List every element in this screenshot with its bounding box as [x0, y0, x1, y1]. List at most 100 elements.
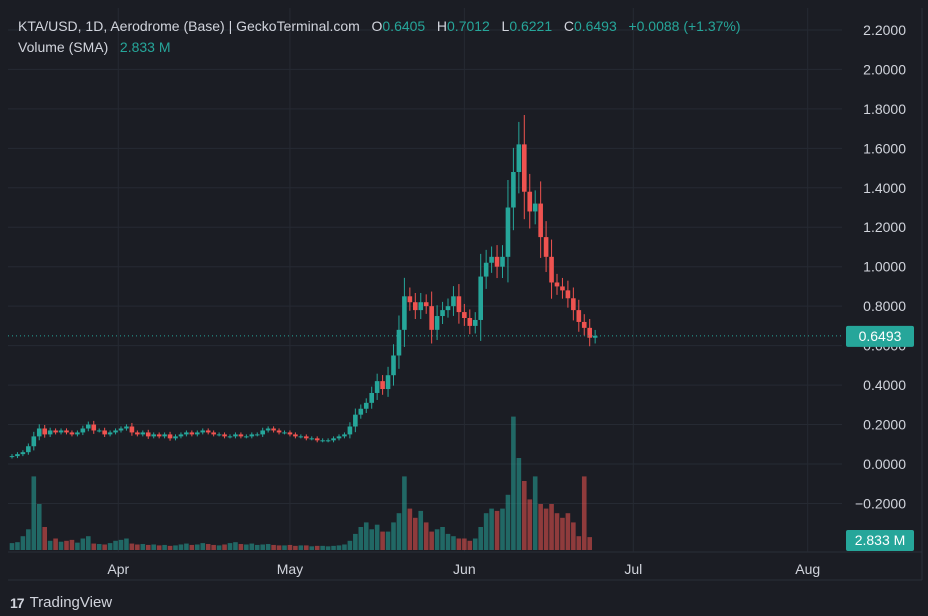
volume-bar — [418, 510, 424, 550]
volume-bar — [75, 542, 80, 550]
volume-label[interactable]: Volume (SMA) — [18, 39, 109, 55]
tradingview-brand[interactable]: 17 TradingView — [10, 594, 112, 611]
candle-body — [227, 436, 233, 438]
candle-body — [374, 381, 380, 393]
volume-bar — [451, 536, 456, 550]
candle-body — [363, 402, 369, 409]
candle-body — [293, 434, 298, 437]
volume-bar — [538, 504, 543, 550]
volume-bar — [227, 543, 233, 550]
candle-body — [260, 430, 265, 435]
volume-bar — [129, 543, 135, 550]
volume-bar — [522, 481, 527, 550]
candle-body — [145, 432, 151, 437]
candle-body — [423, 302, 429, 307]
change-value: +0.0088 (+1.37%) — [628, 18, 741, 34]
volume-bar — [516, 458, 522, 550]
volume-bar — [26, 529, 31, 550]
volume-value: 2.833 M — [119, 39, 171, 55]
volume-bar — [31, 476, 37, 550]
high-value: 0.7012 — [447, 18, 490, 34]
candle-body — [151, 434, 156, 437]
open-value: 0.6405 — [382, 18, 426, 34]
volume-bar — [500, 508, 505, 550]
volume-bar — [162, 544, 167, 550]
candle-body — [413, 302, 418, 311]
last-price-badge — [846, 325, 914, 347]
candle-body — [543, 237, 549, 257]
y-tick-label: 1.6000 — [863, 140, 906, 156]
volume-bar — [222, 544, 227, 550]
volume-bar — [494, 510, 500, 550]
y-tick-label: −0.2000 — [855, 495, 906, 511]
volume-bar — [353, 533, 358, 550]
high-label: H — [436, 18, 448, 34]
volume-bar — [200, 543, 206, 550]
volume-bar — [581, 476, 587, 550]
x-tick-label: Apr — [107, 561, 129, 577]
candle-body — [233, 434, 238, 437]
candle-body — [173, 436, 178, 439]
candle-body — [434, 316, 440, 330]
volume-bar — [145, 544, 151, 550]
volume-bar — [36, 504, 42, 550]
volume-bar — [276, 545, 282, 550]
y-tick-label: 0.2000 — [863, 417, 906, 433]
y-tick-label: 1.2000 — [863, 219, 906, 235]
volume-bar — [53, 538, 58, 550]
symbol-title[interactable]: KTA/USD, 1D, Aerodrome (Base) | GeckoTer… — [18, 18, 360, 34]
volume-bar — [423, 522, 429, 550]
candle-body — [549, 256, 554, 283]
candle-body — [254, 434, 260, 436]
candle-body — [571, 298, 576, 311]
candle-body — [304, 436, 309, 439]
candle-body — [178, 434, 184, 437]
volume-bar — [325, 546, 331, 550]
volume-bar — [9, 543, 15, 550]
candle-body — [276, 430, 282, 433]
volume-bar — [293, 545, 298, 550]
volume-bar — [571, 522, 576, 550]
candle-body — [516, 144, 522, 172]
candle-body — [538, 203, 543, 238]
candle-body — [195, 432, 200, 435]
volume-bar — [151, 544, 156, 550]
volume-bar — [96, 544, 102, 550]
tradingview-wordmark: TradingView — [29, 594, 113, 611]
volume-bar — [396, 513, 402, 550]
candle-body — [391, 355, 396, 376]
volume-bar — [178, 544, 184, 550]
candle-body — [167, 434, 173, 439]
volume-bar — [298, 545, 304, 550]
candle-body — [456, 296, 462, 313]
low-value: 0.6221 — [509, 18, 553, 34]
candle-body — [309, 438, 315, 440]
candle-body — [511, 171, 516, 208]
volume-bar — [102, 544, 107, 550]
volume-bar — [331, 545, 336, 550]
volume-bar — [511, 416, 516, 550]
candle-body — [298, 436, 304, 438]
candle-body — [86, 424, 91, 429]
volume-bar — [336, 545, 342, 550]
x-tick-label: Aug — [795, 561, 820, 577]
candle-body — [451, 296, 456, 307]
last-price-badge-label: 0.6493 — [859, 328, 902, 344]
candle-body — [385, 375, 391, 390]
volume-bar — [113, 540, 118, 550]
candle-body — [369, 392, 374, 403]
candle-body — [9, 456, 15, 458]
candle-body — [162, 434, 167, 437]
candle-body — [325, 440, 331, 442]
close-label: C — [563, 18, 574, 34]
candle-body — [287, 432, 293, 435]
candle-body — [184, 432, 189, 435]
candle-body — [478, 276, 483, 320]
volume-bar — [369, 529, 374, 550]
volume-bar — [304, 545, 309, 550]
candle-body — [271, 428, 276, 431]
candle-body — [20, 452, 26, 455]
volume-bar — [58, 541, 64, 550]
candle-body — [396, 329, 402, 356]
